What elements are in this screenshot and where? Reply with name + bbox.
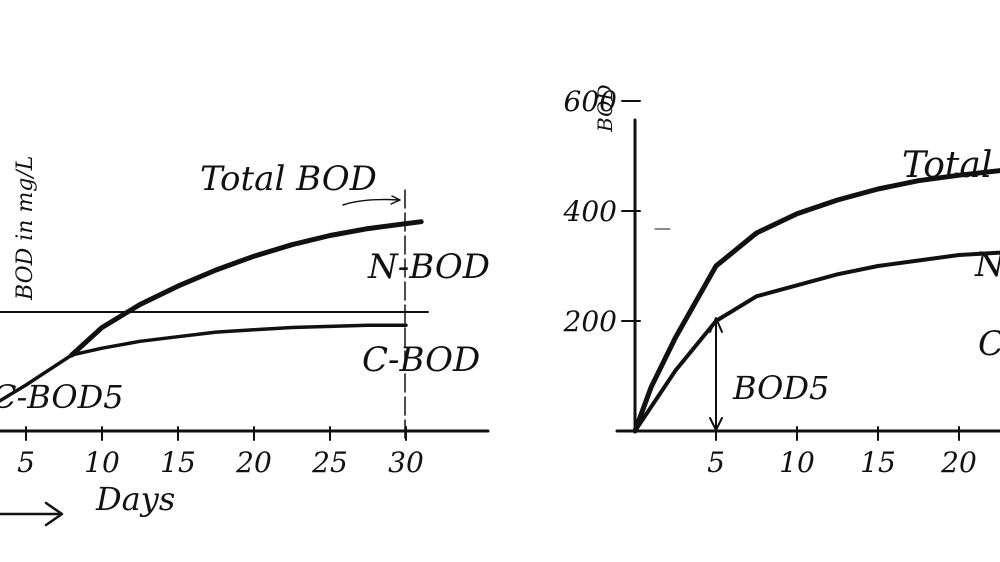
left-series-line-2 [0, 323, 408, 403]
left-total-arrow [342, 198, 400, 206]
left-x-tick-label: 30 [388, 446, 424, 479]
right-x-tick-label: 20 [940, 446, 977, 479]
right-series-line-1 [632, 168, 1000, 434]
left-n-bod-label: N-BOD [367, 247, 490, 287]
right-y-axis-label: BOD [593, 85, 617, 134]
left-bod5-label: C-BOD5 [0, 378, 124, 416]
right-y-tick-label: 400 [563, 195, 617, 228]
left-series-line-1 [69, 219, 424, 358]
left-days-arrowhead [44, 501, 64, 527]
left-total-label: Total BOD [200, 159, 377, 199]
right-y-tick-label: 600 [564, 85, 617, 118]
right-x-tick-label: 5 [707, 446, 725, 479]
right-total-label: Total [902, 145, 992, 186]
left-x-tick-label: 5 [17, 446, 35, 479]
right-x-tick-label: 15 [860, 446, 896, 479]
right-n-label: N [974, 245, 1000, 285]
right-chart: 200 400 600 5 10 15 20 Total N C BOD5 BOD [563, 85, 1000, 479]
right-y-tick-label: 200 [563, 305, 617, 338]
left-x-tick-label: 25 [311, 446, 348, 479]
right-series-line-2 [633, 250, 1000, 433]
left-x-tick-label: 15 [160, 446, 196, 479]
left-chart: 5 10 15 20 25 30 Total BOD N-BOD C-BOD C-BOD5… [0, 156, 490, 527]
right-c-label: C [978, 324, 1000, 364]
left-total-arrowhead [390, 195, 401, 205]
right-x-tick-label: 10 [779, 446, 815, 479]
left-y-axis-label: BOD in mg/L [13, 156, 38, 301]
right-bod5-label: BOD5 [732, 369, 829, 407]
left-x-tick-label: 10 [84, 446, 120, 479]
left-c-bod-label: C-BOD [362, 340, 480, 380]
left-x-tick-label: 20 [235, 446, 272, 479]
left-x-axis-label: Days [95, 480, 175, 518]
